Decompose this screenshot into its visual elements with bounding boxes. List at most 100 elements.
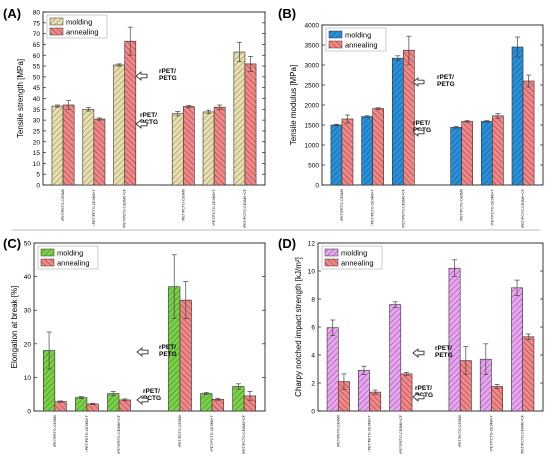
bar-annealing [124, 40, 137, 186]
y-tick-label: 0 [315, 183, 319, 190]
x-tick-label: rPET/PETG-CE0M0+T [92, 188, 96, 225]
chart-panel-c: (C) 0 10 20 30 40 50 Elongation at break [%] rPE… [3, 236, 266, 454]
x-tick-label: rPET/PETG-CE0M0+T [85, 414, 89, 451]
legend-label-annealing: annealing [66, 28, 99, 37]
annotation-line: rPET/ [435, 345, 452, 352]
hollow-arrow-icon [135, 71, 148, 81]
y-tick-label: 3500 [305, 43, 320, 50]
legend-swatch-molding [49, 17, 64, 26]
y-tick-label: 5 [36, 172, 40, 179]
bar-molding [361, 116, 373, 186]
y-tick-label: 25 [33, 128, 41, 135]
bar-molding [481, 121, 493, 186]
x-tick-label: rPET/PETG-CE0M0 [53, 415, 57, 447]
legend-swatch-molding [40, 248, 55, 257]
y-tick-label: 0 [27, 409, 31, 416]
hollow-arrow-icon [412, 392, 425, 402]
bar-annealing [492, 115, 504, 186]
legend-swatch-annealing [324, 258, 339, 267]
bar-molding [511, 287, 523, 412]
x-tick-label: rPET/PCTG-CE0M0+CF [242, 414, 246, 454]
y-tick-label: 30 [33, 118, 41, 125]
annotation-line: rPET/ [159, 68, 176, 75]
bar-molding [51, 105, 64, 186]
bar-annealing [522, 80, 535, 186]
legend-label-annealing: annealing [57, 259, 90, 268]
legend-label-molding: molding [66, 18, 92, 27]
legend-label-molding: molding [341, 249, 367, 258]
x-tick-label: rPET/PCTG-CE0M0 [458, 415, 462, 447]
hollow-arrow-icon [412, 127, 425, 137]
legend-swatch-annealing [49, 27, 64, 36]
y-axis-label: Tensile modulus [MPa] [289, 65, 298, 145]
chart-panel-d: (D) 0 2 4 6 8 10 12 Charpy notched impact streng… [278, 236, 544, 454]
x-tick-label: rPET/PCTG-CE0M0 [181, 189, 185, 221]
y-tick-label: 8 [311, 297, 315, 304]
bar-annealing [491, 386, 503, 412]
annotation-line: rPET/ [159, 344, 176, 351]
annotation-line: PCTG [140, 119, 158, 126]
y-tick-label: 2500 [305, 83, 320, 90]
x-tick-label: rPET/PETG-CE0M0+CF [117, 414, 121, 454]
y-tick-label: 15 [33, 150, 41, 157]
y-tick-label: 2 [311, 381, 315, 388]
legend-label-annealing: annealing [345, 41, 378, 50]
x-tick-label: rPET/PETG-CE0M0+T [368, 414, 372, 451]
x-tick-label: rPET/PETG-CE0M0+CF [123, 188, 127, 228]
y-tick-label: 12 [308, 241, 316, 248]
y-tick-label: 2000 [305, 103, 320, 110]
x-tick-label: rPET/PCTG-CE0M0+T [490, 188, 494, 225]
panel-label: (B) [278, 6, 296, 21]
y-tick-label: 3000 [305, 63, 320, 70]
x-tick-label: rPET/PETG-CE0M0 [61, 189, 65, 221]
bar-molding [202, 111, 215, 186]
annotation-label: rPET/PETG [437, 74, 455, 88]
y-tick-label: 1000 [305, 143, 320, 150]
bar-molding [233, 51, 246, 186]
y-tick-label: 40 [24, 274, 32, 281]
x-tick-label: rPET/PCTG-CE0M0+CF [243, 188, 247, 228]
legend-swatch-molding [324, 248, 339, 257]
annotation-line: PCTG [143, 395, 161, 402]
x-tick-label: rPET/PETG-CE0M0+T [371, 188, 375, 225]
bar-annealing [211, 398, 224, 412]
bar-annealing [182, 106, 195, 186]
y-tick-label: 65 [33, 42, 41, 49]
bar-annealing [86, 403, 99, 412]
x-tick-label: rPET/PCTG-CE0M0+T [489, 414, 493, 451]
annotation-line: PETG [435, 352, 453, 359]
y-tick-label: 75 [33, 20, 41, 27]
annotation-line: PETG [159, 75, 177, 82]
legend-label-molding: molding [345, 31, 371, 40]
hollow-arrow-icon [412, 348, 425, 358]
bar-molding [450, 127, 462, 186]
hollow-arrow-icon [136, 395, 149, 405]
chart-panel-b: (B) 0 500 1000 1500 2000 2500 3000 3500 4000 Tensi… [278, 6, 544, 228]
bar-molding [171, 113, 184, 186]
y-tick-label: 4000 [305, 23, 320, 30]
y-tick-label: 50 [33, 74, 41, 81]
bar-molding [113, 64, 126, 186]
bar-annealing [62, 104, 75, 186]
y-tick-label: 30 [24, 308, 32, 315]
bar-annealing [400, 373, 413, 412]
bar-molding [82, 109, 95, 186]
y-tick-label: 40 [33, 96, 41, 103]
x-tick-label: rPET/PCTG-CE0M0+CF [521, 188, 525, 228]
y-axis-label: Elongation at break [%] [10, 286, 19, 369]
legend-swatch-annealing [328, 40, 343, 49]
bar-annealing [118, 399, 131, 412]
bar-molding [330, 124, 343, 186]
annotation-line: rPET/ [413, 120, 430, 127]
bar-annealing [522, 336, 535, 412]
y-tick-label: 35 [33, 107, 41, 114]
x-tick-label: rPET/PCTG-CE0M0+T [210, 414, 214, 451]
x-tick-label: rPET/PETG-CE0M0+CF [401, 188, 405, 228]
legend-label-annealing: annealing [341, 259, 374, 268]
bar-molding [448, 267, 461, 412]
legend-swatch-molding [328, 30, 343, 39]
x-tick-label: rPET/PCTG-CE0M0+T [212, 188, 216, 225]
y-tick-label: 0 [36, 183, 40, 190]
annotation-line: rPET/ [140, 112, 157, 119]
